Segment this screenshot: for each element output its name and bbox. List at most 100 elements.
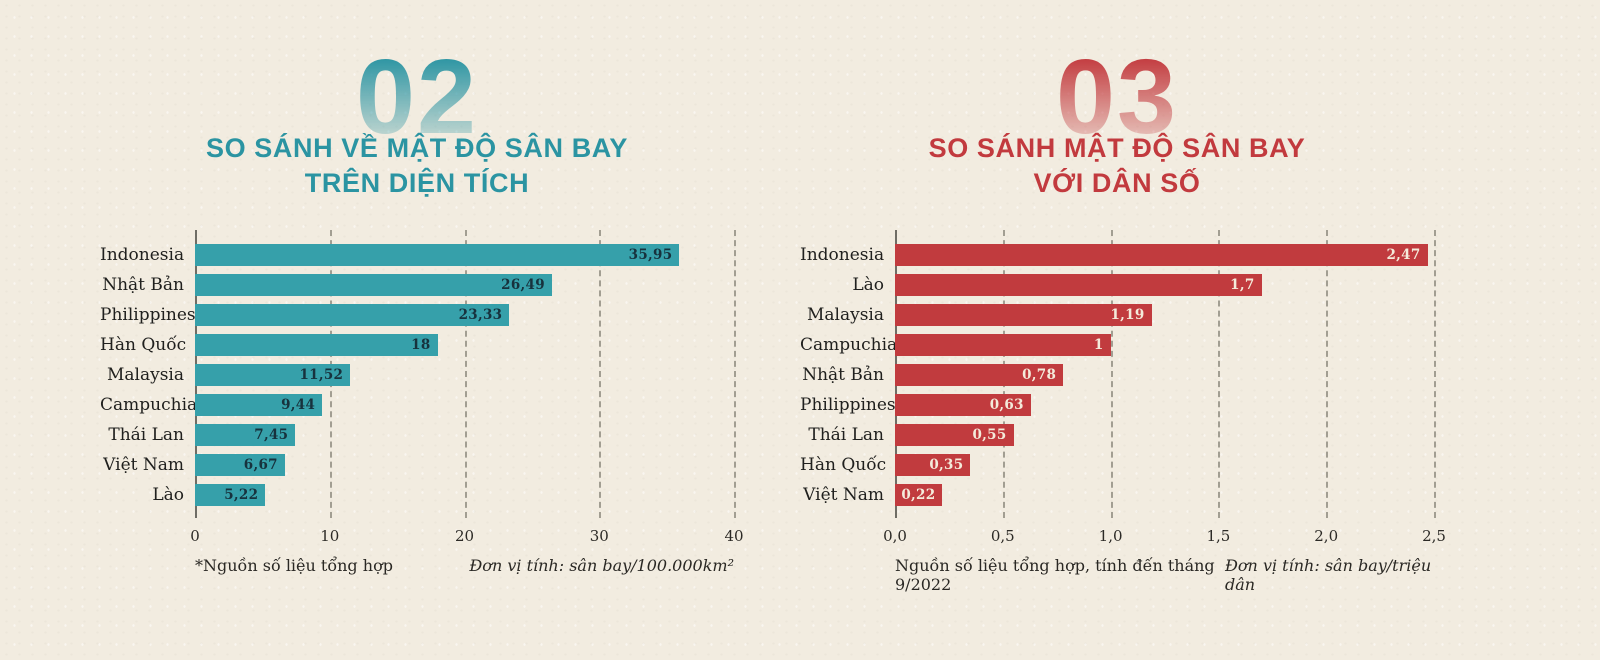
source-note: Nguồn số liệu tổng hợp, tính đến tháng 9… — [895, 556, 1215, 594]
bar-value-label: 1 — [1093, 337, 1104, 353]
chart-footer: *Nguồn số liệu tổng hợp Đơn vị tính: sân… — [195, 556, 734, 575]
chart-title-line2: TRÊN DIỆN TÍCH — [304, 168, 530, 199]
chart-title-line1: SO SÁNH MẬT ĐỘ SÂN BAY — [928, 132, 1306, 163]
bar-row: 6,67 — [195, 450, 734, 480]
section-number: 02 — [100, 44, 734, 150]
bar: 23,33 — [195, 304, 510, 326]
x-axis-tick-label: 0,5 — [990, 527, 1015, 545]
bar-row: 7,45 — [195, 420, 734, 450]
chart-area: Indonesia Nhật Bản Philippines Hàn Quốc Mala… — [100, 230, 744, 545]
x-axis-tick-label: 20 — [454, 527, 475, 545]
bar-value-label: 5,22 — [224, 487, 259, 503]
bar: 26,49 — [195, 274, 552, 296]
bar-value-label: 6,67 — [243, 457, 278, 473]
x-axis-tick-label: 40 — [724, 527, 744, 545]
bar: 2,47 — [895, 244, 1428, 266]
category-labels: Indonesia Nhật Bản Philippines Hàn Quốc Mala… — [100, 230, 197, 518]
x-axis-tick-label: 0,0 — [883, 527, 907, 545]
chart-panel-airport-density-by-area: 02 SO SÁNH VỀ MẬT ĐỘ SÂN BAY TRÊN DIỆN T… — [100, 30, 744, 575]
bar: 1 — [895, 334, 1111, 356]
bar-value-label: 11,52 — [299, 367, 344, 383]
bar: 5,22 — [195, 484, 266, 506]
chart-title: SO SÁNH MẬT ĐỘ SÂN BAY VỚI DÂN SỐ — [800, 131, 1434, 202]
bar: 1,7 — [895, 274, 1262, 296]
category-label: Lào — [152, 485, 184, 505]
category-label: Lào — [852, 275, 884, 295]
bar: 0,63 — [895, 394, 1031, 416]
chart-title-block: 03 SO SÁNH MẬT ĐỘ SÂN BAY VỚI DÂN SỐ — [800, 30, 1434, 202]
vertical-gridline — [1110, 230, 1113, 518]
bar-row: 26,49 — [195, 270, 734, 300]
bar: 18 — [195, 334, 438, 356]
vertical-gridline — [464, 230, 467, 518]
bar: 1,19 — [895, 304, 1152, 326]
category-label: Philippines — [100, 305, 196, 325]
bar-value-label: 35,95 — [628, 247, 673, 263]
bar-row: 11,52 — [195, 360, 734, 390]
category-label: Thái Lan — [808, 425, 884, 445]
bar-value-label: 7,45 — [254, 427, 289, 443]
x-axis-tick-label: 30 — [589, 527, 609, 545]
bar: 6,67 — [195, 454, 285, 476]
x-axis-tick-label: 10 — [320, 527, 340, 545]
category-label: Hàn Quốc — [800, 455, 887, 475]
category-label: Malaysia — [806, 305, 884, 325]
chart-title-line2: VỚI DÂN SỐ — [1033, 168, 1201, 199]
chart-footer: Nguồn số liệu tổng hợp, tính đến tháng 9… — [895, 556, 1434, 594]
bar-row: 23,33 — [195, 300, 734, 330]
chart-title-block: 02 SO SÁNH VỀ MẬT ĐỘ SÂN BAY TRÊN DIỆN T… — [100, 30, 734, 202]
bar-value-label: 23,33 — [458, 307, 503, 323]
unit-note: Đơn vị tính: sân bay/100.000km² — [469, 556, 734, 575]
vertical-gridline — [1218, 230, 1221, 518]
bar-value-label: 26,49 — [501, 277, 545, 293]
bar-value-label: 0,35 — [929, 457, 964, 473]
category-label: Nhật Bản — [102, 275, 184, 295]
bar-row: 0,78 — [895, 360, 1434, 390]
bar-row: 0,22 — [895, 480, 1434, 510]
bar: 0,78 — [895, 364, 1064, 386]
x-axis-tick-label: 2,0 — [1314, 527, 1339, 545]
bar-value-label: 9,44 — [281, 397, 316, 413]
bar-row: 35,95 — [195, 240, 734, 270]
bar-row: 0,63 — [895, 390, 1434, 420]
bar-row: 0,35 — [895, 450, 1434, 480]
vertical-gridline — [734, 230, 736, 518]
bar-value-label: 0,55 — [972, 427, 1007, 443]
plot-area: 35,95 26,49 23,33 18 11,52 9,44 7,45 6,67 5,22 0… — [190, 230, 744, 545]
x-axis-tick-label: 0 — [190, 527, 200, 545]
chart-title-line1: SO SÁNH VỀ MẬT ĐỘ SÂN BAY — [205, 132, 629, 163]
source-note: *Nguồn số liệu tổng hợp — [195, 556, 393, 575]
vertical-gridline — [1326, 230, 1329, 518]
category-label: Indonesia — [100, 245, 185, 265]
category-label: Nhật Bản — [802, 365, 884, 385]
category-label: Indonesia — [800, 245, 885, 265]
vertical-gridline — [1434, 230, 1436, 518]
chart-panel-airport-density-by-population: 03 SO SÁNH MẬT ĐỘ SÂN BAY VỚI DÂN SỐ Ind… — [800, 30, 1446, 594]
bar-row: 1,19 — [895, 300, 1434, 330]
unit-note: Đơn vị tính: sân bay/triệu dân — [1225, 556, 1432, 594]
bar-row: 2,47 — [895, 240, 1434, 270]
section-number: 03 — [800, 44, 1434, 150]
bar: 35,95 — [195, 244, 680, 266]
bar: 0,22 — [895, 484, 943, 506]
bar-row: 1 — [895, 330, 1434, 360]
bar-value-label: 18 — [411, 337, 431, 353]
category-label: Việt Nam — [803, 485, 884, 505]
bar-row: 18 — [195, 330, 734, 360]
category-label: Campuchia — [800, 335, 898, 355]
bar: 7,45 — [195, 424, 296, 446]
chart-title: SO SÁNH VỀ MẬT ĐỘ SÂN BAY TRÊN DIỆN TÍCH — [100, 131, 734, 202]
bars-container: 2,47 1,7 1,19 1 0,78 0,63 0,55 0,35 0,22 — [895, 230, 1434, 510]
bar: 0,35 — [895, 454, 971, 476]
category-label: Thái Lan — [108, 425, 184, 445]
chart-area: Indonesia Lào Malaysia Campuchia Nhật Bản Phi… — [800, 230, 1446, 545]
category-labels: Indonesia Lào Malaysia Campuchia Nhật Bản Phi… — [800, 230, 898, 518]
bar: 11,52 — [195, 364, 351, 386]
category-label: Philippines — [800, 395, 896, 415]
x-axis-tick-label: 1,5 — [1206, 527, 1231, 545]
bar-value-label: 1,7 — [1230, 277, 1255, 293]
bar-value-label: 2,47 — [1386, 247, 1421, 263]
category-label: Malaysia — [106, 365, 184, 385]
bar-row: 1,7 — [895, 270, 1434, 300]
